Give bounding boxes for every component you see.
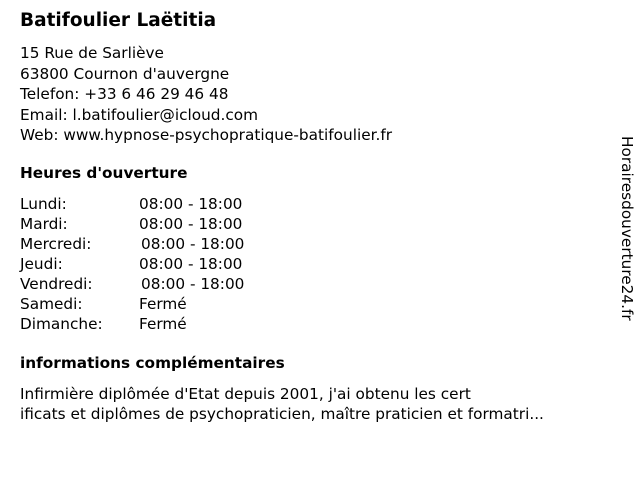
- day-hours: Fermé: [139, 315, 187, 333]
- day-hours: 08:00 - 18:00: [139, 215, 243, 233]
- phone: Telefon: +33 6 46 29 46 48: [20, 85, 229, 103]
- info-text-line: Infirmière diplômée d'Etat depuis 2001, …: [20, 385, 471, 403]
- day-label: Mercredi:: [20, 235, 92, 253]
- day-hours: 08:00 - 18:00: [139, 255, 243, 273]
- email: Email: l.batifoulier@icloud.com: [20, 106, 259, 124]
- day-hours: 08:00 - 18:00: [141, 235, 245, 253]
- day-label: Vendredi:: [20, 275, 93, 293]
- day-hours: 08:00 - 18:00: [141, 275, 245, 293]
- day-label: Jeudi:: [20, 255, 63, 273]
- website: Web: www.hypnose-psychopratique-batifoul…: [20, 126, 393, 144]
- day-label: Lundi:: [20, 195, 67, 213]
- day-label: Dimanche:: [20, 315, 103, 333]
- day-hours: Fermé: [139, 295, 187, 313]
- address-city: 63800 Cournon d'auvergne: [20, 65, 230, 83]
- day-hours: 08:00 - 18:00: [139, 195, 243, 213]
- business-name: Batifoulier Laëtitia: [20, 10, 217, 31]
- info-text-line: ificats et diplômes de psychopraticien, …: [20, 405, 544, 423]
- watermark: Horairesdouverture24.fr: [618, 136, 636, 321]
- hours-heading: Heures d'ouverture: [20, 164, 188, 182]
- day-label: Samedi:: [20, 295, 83, 313]
- day-label: Mardi:: [20, 215, 68, 233]
- info-heading: informations complémentaires: [20, 354, 285, 372]
- address-street: 15 Rue de Sarliève: [20, 44, 164, 62]
